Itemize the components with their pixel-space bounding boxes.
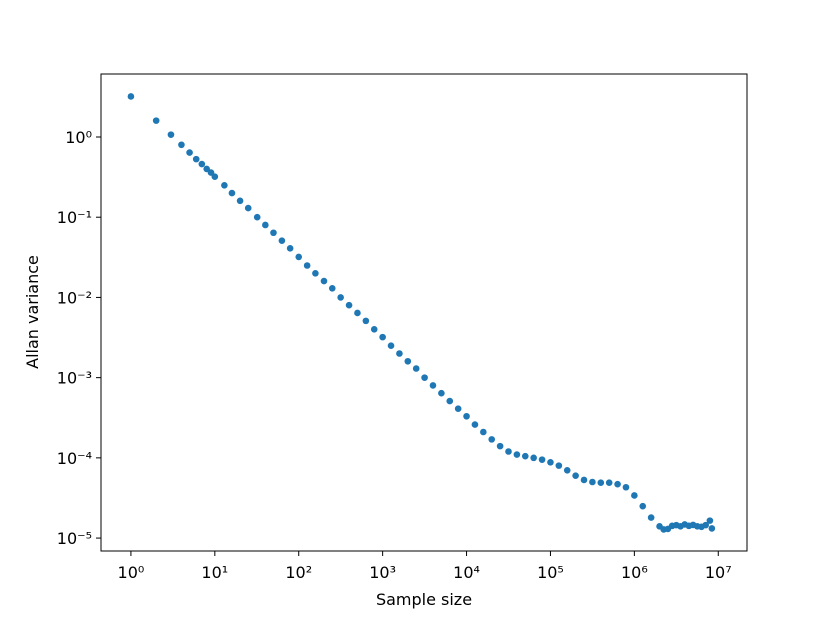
point [708,525,716,532]
point [639,502,647,510]
point [354,309,361,317]
point [203,165,210,173]
point [211,173,219,180]
x-tick-label: 10⁴ [453,563,480,582]
point [412,365,420,372]
x-tick-label: 10² [285,563,312,582]
point [706,517,714,524]
point [454,405,462,413]
point [622,483,630,491]
point [614,480,621,488]
x-axis-label: Sample size [376,590,472,609]
point [253,213,261,221]
point [631,492,638,499]
point [647,514,655,521]
point [186,149,193,156]
point [152,117,160,124]
point [312,269,319,277]
point [513,451,521,458]
point [530,454,537,462]
y-tick-label: 10⁰ [65,128,92,147]
plot-frame [100,73,748,552]
point [178,141,185,149]
point [320,277,328,285]
y-tick-label: 10⁻³ [57,369,92,388]
x-tick-label: 10⁷ [705,563,732,582]
point [547,459,554,466]
point [521,452,529,460]
point [555,462,563,469]
point [221,181,228,189]
x-tick-label: 10⁵ [537,563,564,582]
x-tick-label: 10⁶ [621,563,648,582]
point [404,357,412,365]
point [563,466,571,474]
x-tick-label: 10³ [369,563,396,582]
point [244,204,252,212]
point [572,472,579,479]
point [379,333,386,341]
point [236,197,244,205]
point [345,301,353,309]
x-tick-label: 10¹ [201,563,228,582]
point [127,93,135,100]
point [446,397,454,405]
point [421,374,428,381]
point [471,421,479,428]
point [538,456,546,463]
point [463,412,470,420]
point [589,478,596,486]
point [167,131,175,138]
point [198,160,206,168]
y-tick-label: 10⁻² [57,288,92,307]
point [580,476,588,484]
point [278,237,286,244]
point [328,284,336,292]
point [488,436,496,443]
point [396,350,403,357]
point [387,342,395,350]
point [192,155,200,163]
point [337,294,344,301]
point [480,428,487,436]
point [370,326,378,333]
y-tick-label: 10⁻¹ [57,208,92,227]
point [505,448,512,455]
x-tick-label: 10⁰ [118,563,145,582]
point [286,244,294,252]
point [605,479,613,487]
point [303,262,311,269]
y-tick-label: 10⁻⁵ [57,529,92,548]
point [438,389,445,397]
point [496,442,504,450]
point [362,317,370,325]
y-tick-label: 10⁻⁴ [57,449,92,468]
point [295,253,303,261]
point [270,229,277,237]
point [429,382,437,389]
point [262,221,269,229]
y-axis-label: Allan variance [23,255,42,369]
point [597,479,605,487]
point [702,521,709,529]
point [228,189,236,197]
